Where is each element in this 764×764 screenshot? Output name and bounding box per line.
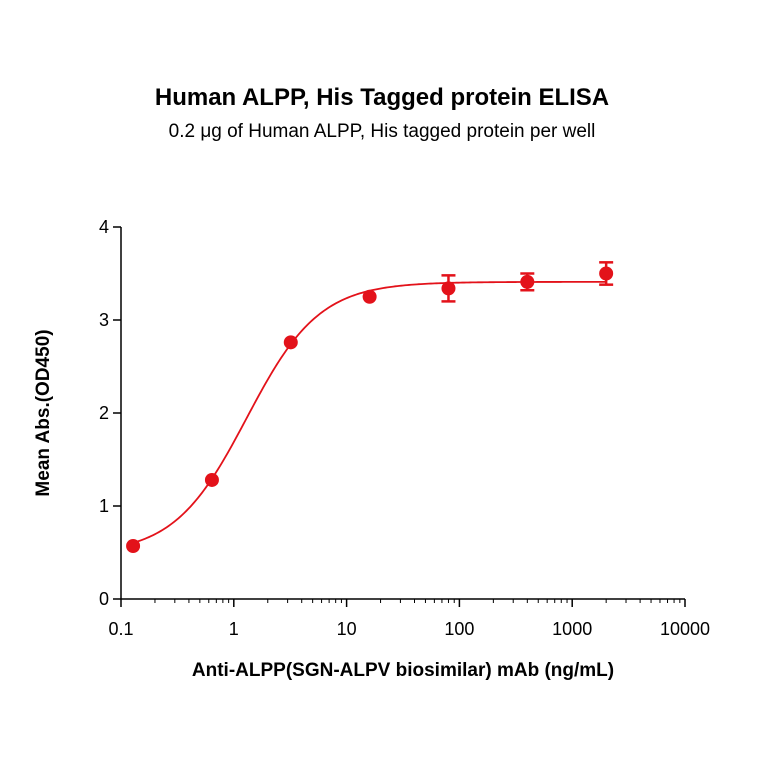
x-axis-title: Anti-ALPP(SGN-ALPV biosimilar) mAb (ng/m… [192, 660, 614, 681]
data-point [362, 289, 377, 304]
chart-subtitle: 0.2 μg of Human ALPP, His tagged protein… [168, 121, 596, 142]
y-tick-label: 0 [99, 589, 109, 609]
data-point [126, 538, 141, 553]
x-tick-label: 1000 [552, 619, 592, 639]
data-point [204, 472, 219, 487]
x-tick-label: 0.1 [108, 619, 133, 639]
x-tick-label: 100 [444, 619, 474, 639]
data-points [126, 261, 614, 553]
fit-curve-group [132, 280, 607, 544]
y-tick-label: 4 [99, 217, 109, 237]
y-tick-label: 2 [99, 403, 109, 423]
data-point [283, 335, 298, 350]
x-tick-label: 10000 [660, 619, 710, 639]
chart-title: Human ALPP, His Tagged protein ELISA [154, 84, 610, 111]
data-point [441, 281, 456, 296]
axes: 0 1 2 3 4 0.1 1 10 100 1000 10000 [99, 217, 710, 639]
y-tick-label: 3 [99, 310, 109, 330]
fit-curve [132, 280, 607, 544]
y-axis-title: Mean Abs.(OD450) [33, 329, 54, 496]
data-point [520, 274, 535, 289]
x-tick-label: 10 [337, 619, 357, 639]
data-point [599, 266, 614, 281]
y-tick-label: 1 [99, 496, 109, 516]
x-tick-label: 1 [229, 619, 239, 639]
